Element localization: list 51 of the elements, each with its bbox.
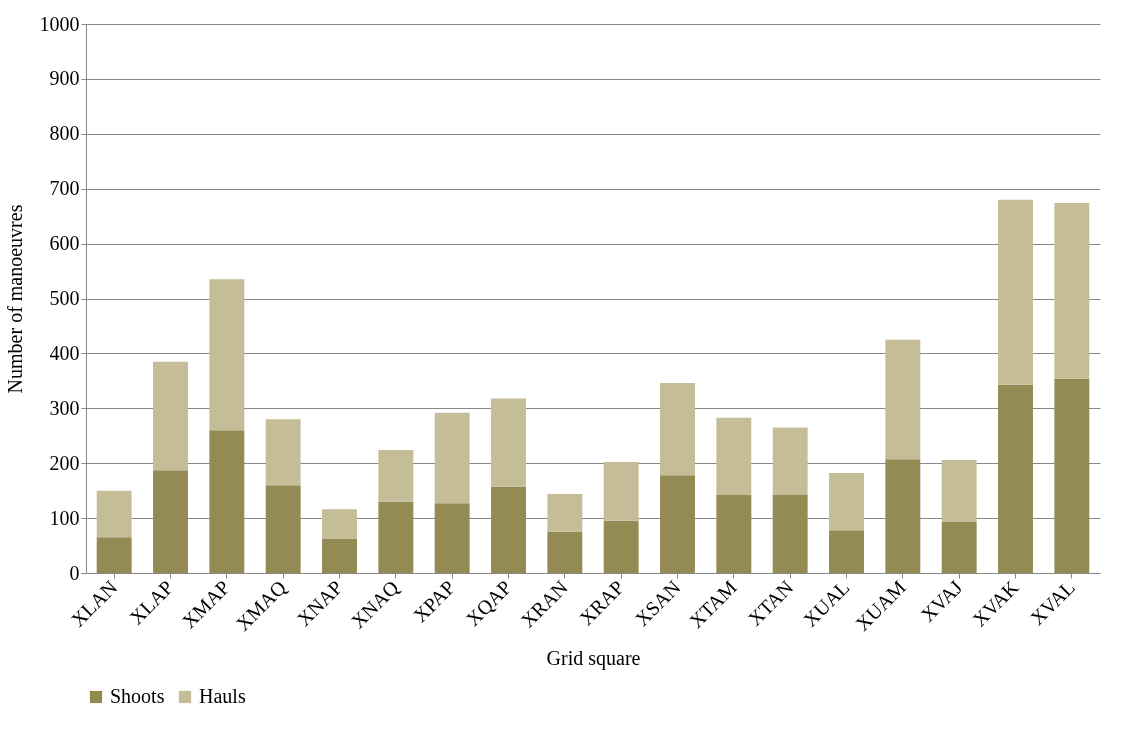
y-tick-label: 900: [49, 67, 80, 90]
bar: [209, 430, 245, 573]
bar: [547, 531, 583, 573]
bar: [153, 470, 188, 573]
y-tick-label: 200: [49, 451, 80, 474]
bar: [153, 361, 188, 471]
bar: [434, 412, 470, 504]
bar: [491, 398, 526, 487]
bar: [1054, 202, 1090, 379]
bar: [209, 279, 245, 431]
bar: [829, 473, 864, 531]
x-axis-title: Grid square: [546, 646, 641, 670]
y-tick-label: 0: [69, 561, 80, 584]
bar: [716, 495, 752, 573]
bar: [660, 383, 695, 476]
bar: [378, 501, 414, 573]
bar: [322, 509, 357, 539]
bar: [998, 384, 1033, 573]
bar: [885, 459, 921, 573]
bar: [603, 520, 639, 573]
bar: [660, 475, 695, 573]
bar: [491, 486, 526, 573]
bar: [96, 537, 132, 573]
y-tick-label: 700: [49, 177, 80, 200]
bar: [1054, 378, 1090, 573]
bar: [434, 503, 470, 573]
legend-label: Shoots: [110, 685, 165, 707]
bar: [716, 417, 752, 496]
y-tick-label: 800: [49, 122, 80, 145]
y-tick-label: 300: [49, 396, 80, 419]
y-tick-label: 500: [49, 287, 80, 309]
y-tick-label: 400: [49, 341, 80, 364]
bar: [265, 419, 301, 486]
bar: [829, 530, 864, 573]
bar: [265, 485, 301, 573]
bar: [772, 495, 808, 573]
y-tick-label: 1000: [39, 12, 80, 35]
bar: [322, 538, 357, 573]
bar: [885, 339, 921, 460]
y-tick-label: 100: [49, 506, 80, 529]
bar: [998, 199, 1033, 385]
y-tick-label: 600: [49, 232, 80, 255]
bar: [547, 493, 583, 532]
bar: [941, 459, 977, 522]
bar: [941, 521, 977, 573]
y-axis-title: Number of manoeuvres: [3, 204, 26, 394]
legend-label: Hauls: [199, 685, 246, 707]
bar: [772, 427, 808, 496]
bar: [378, 450, 414, 502]
bar: [603, 462, 639, 521]
bar: [96, 490, 132, 538]
